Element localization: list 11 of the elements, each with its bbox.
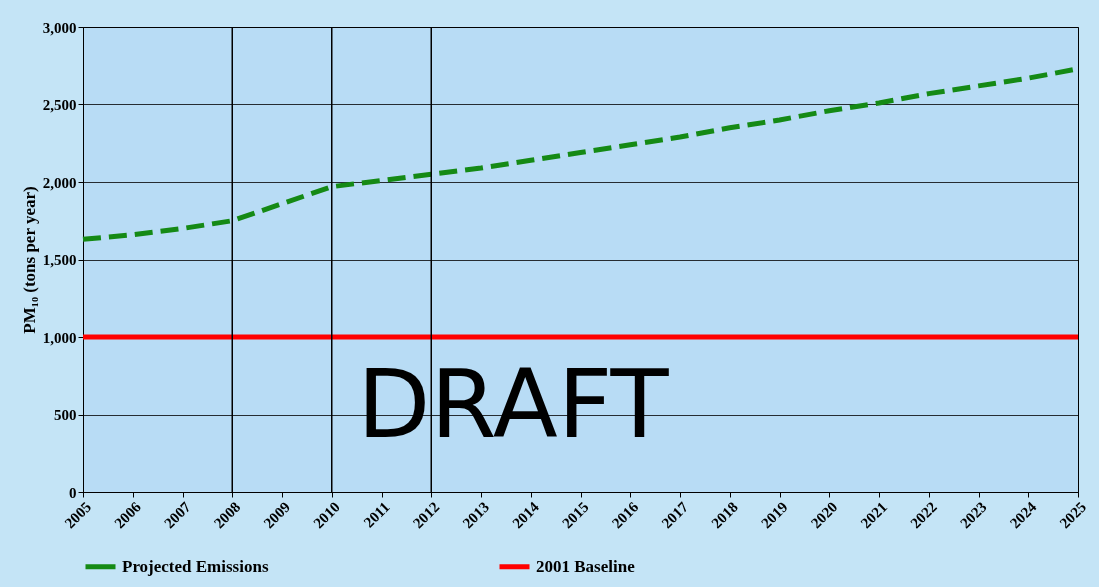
legend-label: 2001 Baseline: [536, 556, 636, 576]
y-tick-label: 0: [69, 484, 77, 501]
y-tick-label: 500: [54, 407, 77, 423]
y-tick-label: 2,000: [42, 174, 77, 191]
legend-label: Projected Emissions: [122, 556, 269, 576]
y-tick-label: 3,000: [42, 19, 77, 36]
y-tick-label: 2,500: [42, 97, 77, 113]
y-axis-title: PM₁₀ (tons per year): [19, 186, 39, 334]
x-tick-label: 2011: [360, 498, 393, 531]
y-tick-label: 1,000: [42, 329, 77, 346]
y-tick-label: 1,500: [42, 252, 77, 268]
